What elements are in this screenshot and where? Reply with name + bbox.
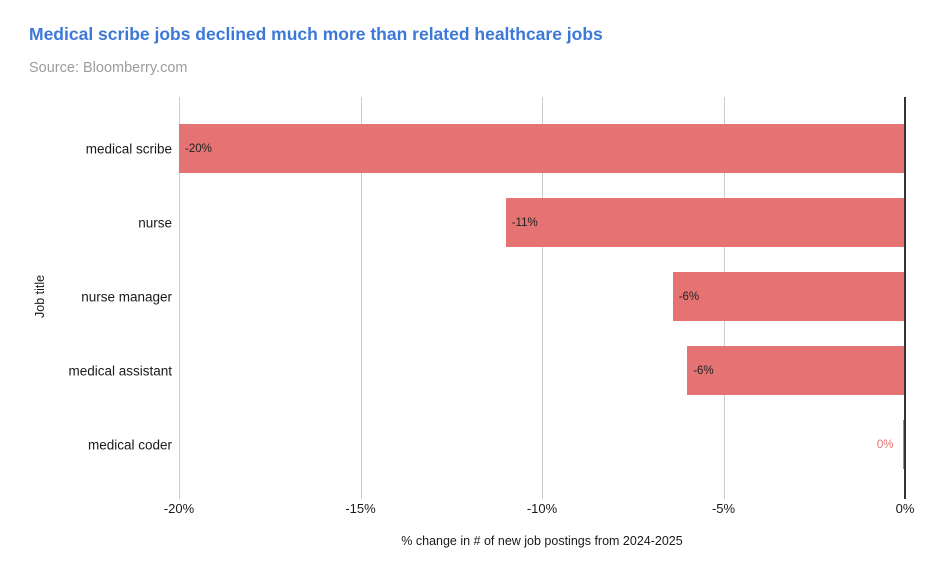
x-axis-tick-labels: -20% -15% -10% -5% 0% <box>164 501 915 517</box>
gridline <box>542 97 543 499</box>
bar: -6% <box>687 346 905 396</box>
bar-value-label: -11% <box>511 216 538 229</box>
bar-value-label: -6% <box>678 290 700 303</box>
bar-row: nurse -11% <box>138 186 905 260</box>
x-tick-label: -20% <box>163 501 195 516</box>
x-axis-title: % change in # of new job postings from 2… <box>401 534 683 548</box>
category-label: nurse <box>138 215 172 231</box>
category-label: medical assistant <box>68 363 172 379</box>
plot-area: medical scribe -20% nurse -11% nurse manager… <box>68 97 905 499</box>
bar-row: nurse manager -6% <box>81 260 905 334</box>
bar <box>902 420 905 470</box>
bar-value-label: -6% <box>693 364 714 377</box>
gridline <box>360 97 362 499</box>
bar-value-label: 0% <box>876 438 894 451</box>
bar: -11% <box>505 198 905 248</box>
bar-row: medical scribe -20% <box>86 112 905 186</box>
bar: -6% <box>672 272 905 322</box>
category-label: nurse manager <box>81 289 172 305</box>
y-axis-title: Job title <box>33 274 47 319</box>
chart-source: Source: Bloomberry.com <box>29 60 188 76</box>
bar: -20% <box>179 124 905 173</box>
zero-axis-line <box>904 97 906 499</box>
category-label: medical scribe <box>85 141 172 156</box>
x-tick-label: -5% <box>711 501 736 516</box>
gridline <box>179 97 180 499</box>
bar-value-label: -20% <box>185 142 212 155</box>
chart-title: Medical scribe jobs declined much more t… <box>29 24 603 44</box>
category-label: medical coder <box>87 437 172 453</box>
x-tick-label: -10% <box>526 501 558 516</box>
bar-row: medical assistant -6% <box>68 334 905 408</box>
x-tick-label: -15% <box>345 501 376 516</box>
x-tick-label: 0% <box>895 501 915 516</box>
bar-row: medical coder 0% <box>88 408 905 482</box>
